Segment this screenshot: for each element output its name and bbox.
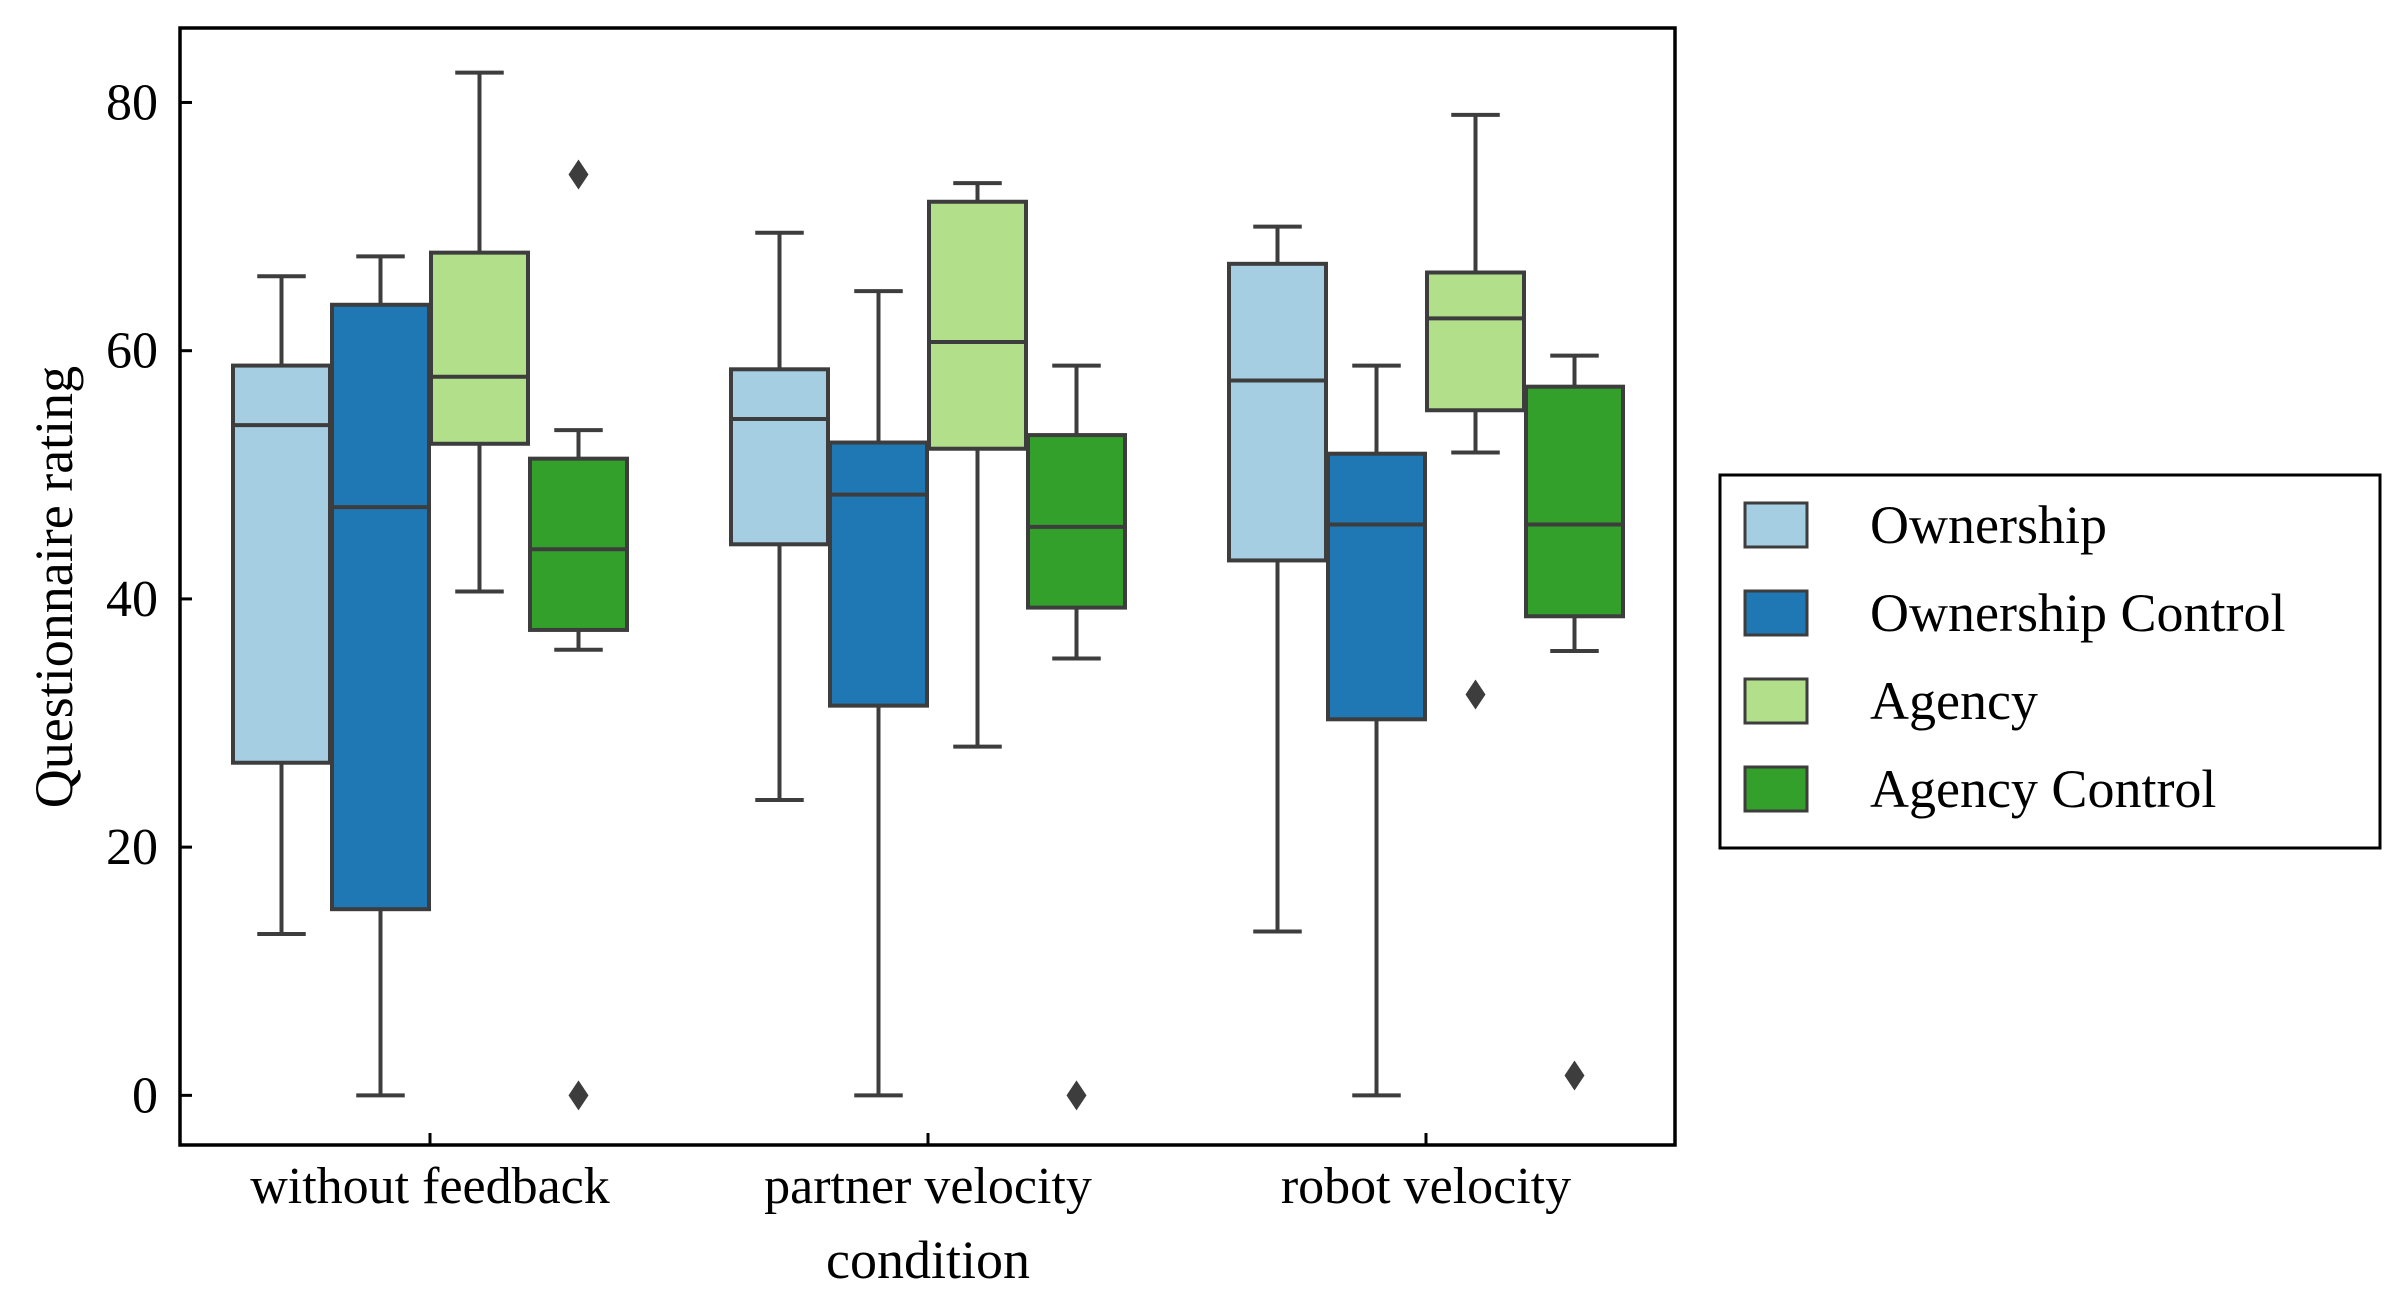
- outlier-point: [568, 159, 589, 190]
- legend-item: Ownership Control: [1743, 583, 2285, 643]
- box-iqr: [1326, 451, 1427, 722]
- outlier-point: [1066, 1080, 1087, 1111]
- box-iqr: [528, 456, 629, 632]
- legend-swatch: [1743, 677, 1809, 725]
- box-iqr: [1524, 384, 1625, 619]
- legend: Ownership Ownership Control Agency Agency C…: [1718, 473, 2382, 850]
- legend-label: Agency Control: [1870, 759, 2216, 819]
- legend-swatch: [1743, 589, 1809, 637]
- box-0-1: [330, 254, 431, 1098]
- box-iqr: [231, 363, 332, 765]
- box-0-0: [231, 274, 332, 937]
- legend-label: Agency: [1870, 671, 2038, 731]
- outlier-point: [1564, 1060, 1585, 1091]
- legend-item: Ownership: [1743, 495, 2107, 555]
- box-1-0: [729, 230, 830, 802]
- box-iqr: [330, 302, 431, 912]
- x-tick-label: partner velocity: [764, 1158, 1092, 1215]
- box-iqr: [1026, 433, 1127, 610]
- x-tick-label: robot velocity: [1281, 1158, 1571, 1215]
- box-2-1: [1326, 363, 1427, 1098]
- box-iqr: [429, 250, 530, 446]
- box-2-2: [1425, 112, 1526, 710]
- legend-label: Ownership: [1870, 495, 2107, 555]
- y-axis-title: Questionnaire rating: [24, 366, 84, 808]
- box-0-2: [429, 70, 530, 594]
- box-2-3: [1524, 353, 1625, 1091]
- box-iqr: [828, 440, 929, 708]
- outlier-point: [1465, 679, 1486, 710]
- box-0-3: [528, 159, 629, 1111]
- box-2-0: [1227, 224, 1328, 934]
- box-iqr: [1227, 261, 1328, 563]
- box-iqr: [927, 199, 1028, 451]
- x-axis-title: condition: [826, 1230, 1030, 1290]
- y-tick-label: 0: [132, 1067, 158, 1124]
- legend-swatch: [1743, 765, 1809, 813]
- y-tick-label: 60: [106, 323, 158, 380]
- x-tick-label: without feedback: [250, 1158, 610, 1215]
- y-axis: 0 20 40 60 80: [106, 74, 192, 1124]
- outlier-point: [568, 1080, 589, 1111]
- x-axis: without feedback partner velocity robot ve…: [250, 1133, 1571, 1215]
- plot-marks: [231, 70, 1625, 1111]
- box-1-3: [1026, 363, 1127, 1111]
- legend-swatch: [1743, 501, 1809, 549]
- legend-frame: [1718, 473, 2382, 850]
- box-1-1: [828, 289, 929, 1098]
- box-iqr: [729, 367, 830, 547]
- legend-item: Agency: [1743, 671, 2038, 731]
- legend-item: Agency Control: [1743, 759, 2216, 819]
- y-tick-label: 80: [106, 74, 158, 131]
- y-tick-label: 20: [106, 819, 158, 876]
- box-1-2: [927, 181, 1028, 749]
- legend-label: Ownership Control: [1870, 583, 2285, 643]
- box-iqr: [1425, 270, 1526, 413]
- y-tick-label: 40: [106, 571, 158, 628]
